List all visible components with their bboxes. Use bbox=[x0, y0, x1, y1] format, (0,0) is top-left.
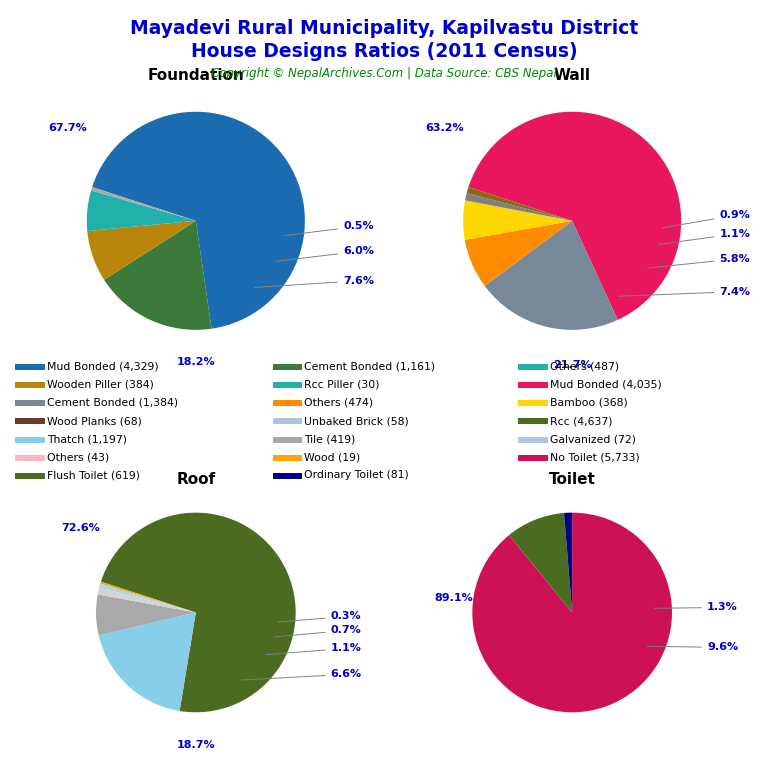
Wedge shape bbox=[88, 221, 196, 280]
Bar bbox=[273, 419, 302, 425]
Bar bbox=[273, 364, 302, 370]
Wedge shape bbox=[98, 588, 196, 613]
Text: Mud Bonded (4,035): Mud Bonded (4,035) bbox=[550, 379, 662, 390]
Bar bbox=[273, 473, 302, 478]
Wedge shape bbox=[98, 613, 196, 711]
Text: Flush Toilet (619): Flush Toilet (619) bbox=[47, 471, 140, 481]
Text: 0.3%: 0.3% bbox=[278, 611, 361, 622]
Text: Copyright © NepalArchives.Com | Data Source: CBS Nepal: Copyright © NepalArchives.Com | Data Sou… bbox=[211, 67, 557, 80]
Text: 67.7%: 67.7% bbox=[48, 123, 88, 133]
Text: Cement Bonded (1,384): Cement Bonded (1,384) bbox=[47, 398, 178, 408]
Bar bbox=[15, 473, 45, 478]
Title: Toilet: Toilet bbox=[548, 472, 596, 486]
Text: Tile (419): Tile (419) bbox=[304, 434, 356, 444]
Bar bbox=[273, 455, 302, 461]
Text: Others (43): Others (43) bbox=[47, 452, 109, 462]
Wedge shape bbox=[96, 594, 196, 635]
Text: 1.1%: 1.1% bbox=[266, 644, 362, 654]
Text: 6.6%: 6.6% bbox=[241, 670, 362, 680]
Text: Bamboo (368): Bamboo (368) bbox=[550, 398, 627, 408]
Bar bbox=[273, 436, 302, 442]
Bar bbox=[518, 455, 548, 461]
Wedge shape bbox=[87, 190, 196, 231]
Bar bbox=[15, 436, 45, 442]
Text: Wooden Piller (384): Wooden Piller (384) bbox=[47, 379, 154, 390]
Text: No Toilet (5,733): No Toilet (5,733) bbox=[550, 452, 640, 462]
Wedge shape bbox=[509, 513, 572, 613]
Bar bbox=[518, 436, 548, 442]
Text: Thatch (1,197): Thatch (1,197) bbox=[47, 434, 127, 444]
Text: 5.8%: 5.8% bbox=[648, 254, 750, 268]
Wedge shape bbox=[91, 187, 196, 221]
Text: 7.4%: 7.4% bbox=[618, 286, 750, 296]
Wedge shape bbox=[485, 221, 617, 329]
Text: 18.2%: 18.2% bbox=[177, 357, 215, 367]
Text: Wood (19): Wood (19) bbox=[304, 452, 360, 462]
Bar bbox=[15, 455, 45, 461]
Wedge shape bbox=[92, 112, 305, 329]
Wedge shape bbox=[101, 513, 296, 712]
Wedge shape bbox=[104, 221, 211, 329]
Wedge shape bbox=[465, 193, 572, 221]
Text: 0.7%: 0.7% bbox=[275, 625, 362, 637]
Text: 89.1%: 89.1% bbox=[435, 592, 473, 603]
Text: 1.3%: 1.3% bbox=[654, 602, 738, 613]
Text: 6.0%: 6.0% bbox=[276, 247, 374, 261]
Wedge shape bbox=[463, 200, 572, 240]
Title: Wall: Wall bbox=[554, 68, 591, 83]
Bar bbox=[518, 364, 548, 370]
Text: 72.6%: 72.6% bbox=[61, 522, 100, 533]
Text: Others (487): Others (487) bbox=[550, 362, 619, 372]
Text: Rcc (4,637): Rcc (4,637) bbox=[550, 416, 613, 426]
Text: Rcc Piller (30): Rcc Piller (30) bbox=[304, 379, 380, 390]
Bar bbox=[273, 400, 302, 406]
Text: 0.9%: 0.9% bbox=[662, 210, 750, 228]
Text: Unbaked Brick (58): Unbaked Brick (58) bbox=[304, 416, 409, 426]
Wedge shape bbox=[564, 513, 572, 613]
Text: Wood Planks (68): Wood Planks (68) bbox=[47, 416, 142, 426]
Bar bbox=[518, 382, 548, 388]
Text: 1.1%: 1.1% bbox=[659, 229, 750, 244]
Title: Roof: Roof bbox=[177, 472, 215, 486]
Text: 9.6%: 9.6% bbox=[647, 642, 738, 653]
Text: 7.6%: 7.6% bbox=[255, 276, 374, 287]
Wedge shape bbox=[468, 112, 681, 320]
Text: Mud Bonded (4,329): Mud Bonded (4,329) bbox=[47, 362, 159, 372]
Text: 21.7%: 21.7% bbox=[553, 360, 591, 370]
Title: Foundation: Foundation bbox=[147, 68, 244, 83]
Bar bbox=[15, 419, 45, 425]
Text: Galvanized (72): Galvanized (72) bbox=[550, 434, 636, 444]
Bar bbox=[15, 382, 45, 388]
Text: 63.2%: 63.2% bbox=[425, 123, 464, 133]
Text: Cement Bonded (1,161): Cement Bonded (1,161) bbox=[304, 362, 435, 372]
Bar bbox=[518, 400, 548, 406]
Wedge shape bbox=[99, 584, 196, 613]
Bar bbox=[15, 364, 45, 370]
Text: 18.7%: 18.7% bbox=[177, 740, 215, 750]
Wedge shape bbox=[472, 513, 672, 713]
Wedge shape bbox=[467, 187, 572, 221]
Wedge shape bbox=[101, 581, 196, 613]
Text: Others (474): Others (474) bbox=[304, 398, 373, 408]
Text: House Designs Ratios (2011 Census): House Designs Ratios (2011 Census) bbox=[190, 42, 578, 61]
Bar bbox=[518, 419, 548, 425]
Text: Mayadevi Rural Municipality, Kapilvastu District: Mayadevi Rural Municipality, Kapilvastu … bbox=[130, 19, 638, 38]
Wedge shape bbox=[465, 221, 572, 286]
Bar bbox=[273, 382, 302, 388]
Text: 0.5%: 0.5% bbox=[284, 221, 374, 236]
Text: Ordinary Toilet (81): Ordinary Toilet (81) bbox=[304, 471, 409, 481]
Bar bbox=[15, 400, 45, 406]
